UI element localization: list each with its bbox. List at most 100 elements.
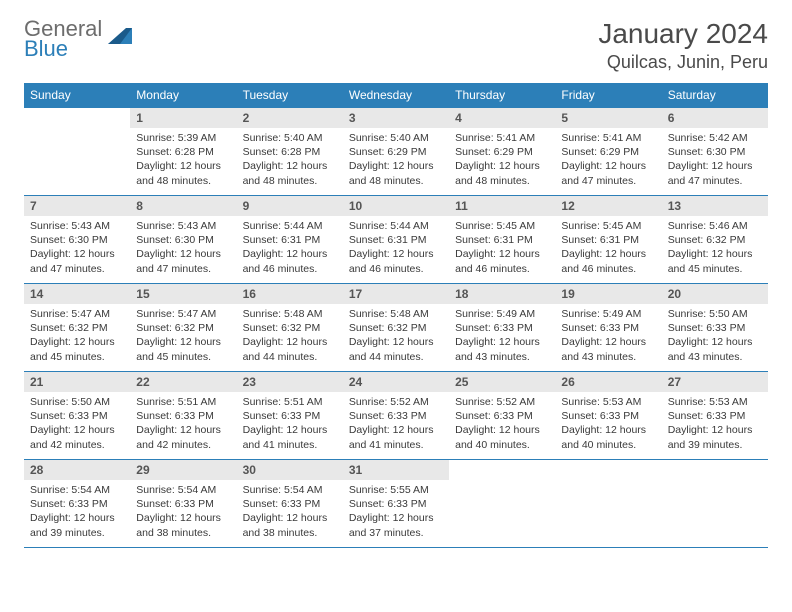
calendar-cell: 8Sunrise: 5:43 AMSunset: 6:30 PMDaylight… xyxy=(130,196,236,284)
daylight-line: Daylight: 12 hours and 41 minutes. xyxy=(349,423,443,451)
calendar-cell: 14Sunrise: 5:47 AMSunset: 6:32 PMDayligh… xyxy=(24,284,130,372)
day-header: Monday xyxy=(130,83,236,108)
day-details: Sunrise: 5:48 AMSunset: 6:32 PMDaylight:… xyxy=(237,304,343,368)
sunrise-line: Sunrise: 5:51 AM xyxy=(243,395,337,409)
day-number: 4 xyxy=(449,108,555,128)
daylight-line: Daylight: 12 hours and 44 minutes. xyxy=(243,335,337,363)
sunrise-line: Sunrise: 5:43 AM xyxy=(30,219,124,233)
day-details: Sunrise: 5:49 AMSunset: 6:33 PMDaylight:… xyxy=(449,304,555,368)
calendar-cell: 11Sunrise: 5:45 AMSunset: 6:31 PMDayligh… xyxy=(449,196,555,284)
sunset-line: Sunset: 6:33 PM xyxy=(455,409,549,423)
sunset-line: Sunset: 6:33 PM xyxy=(349,409,443,423)
sunset-line: Sunset: 6:30 PM xyxy=(30,233,124,247)
sunset-line: Sunset: 6:30 PM xyxy=(668,145,762,159)
day-details: Sunrise: 5:53 AMSunset: 6:33 PMDaylight:… xyxy=(662,392,768,456)
sunset-line: Sunset: 6:28 PM xyxy=(243,145,337,159)
sunrise-line: Sunrise: 5:50 AM xyxy=(30,395,124,409)
day-number: 29 xyxy=(130,460,236,480)
day-details: Sunrise: 5:50 AMSunset: 6:33 PMDaylight:… xyxy=(24,392,130,456)
sunrise-line: Sunrise: 5:53 AM xyxy=(668,395,762,409)
sunrise-line: Sunrise: 5:54 AM xyxy=(243,483,337,497)
day-details: Sunrise: 5:54 AMSunset: 6:33 PMDaylight:… xyxy=(24,480,130,544)
sunrise-line: Sunrise: 5:50 AM xyxy=(668,307,762,321)
daylight-line: Daylight: 12 hours and 48 minutes. xyxy=(349,159,443,187)
day-details: Sunrise: 5:41 AMSunset: 6:29 PMDaylight:… xyxy=(555,128,661,192)
sunset-line: Sunset: 6:33 PM xyxy=(668,321,762,335)
sunset-line: Sunset: 6:33 PM xyxy=(561,409,655,423)
daylight-line: Daylight: 12 hours and 47 minutes. xyxy=(136,247,230,275)
logo: General Blue xyxy=(24,18,136,60)
day-number: 7 xyxy=(24,196,130,216)
day-number: 13 xyxy=(662,196,768,216)
sunset-line: Sunset: 6:33 PM xyxy=(136,409,230,423)
daylight-line: Daylight: 12 hours and 43 minutes. xyxy=(561,335,655,363)
daylight-line: Daylight: 12 hours and 42 minutes. xyxy=(136,423,230,451)
location-subtitle: Quilcas, Junin, Peru xyxy=(598,52,768,73)
daylight-line: Daylight: 12 hours and 43 minutes. xyxy=(668,335,762,363)
day-number: 20 xyxy=(662,284,768,304)
daylight-line: Daylight: 12 hours and 43 minutes. xyxy=(455,335,549,363)
calendar-cell: 3Sunrise: 5:40 AMSunset: 6:29 PMDaylight… xyxy=(343,108,449,196)
day-number: 26 xyxy=(555,372,661,392)
day-number: 3 xyxy=(343,108,449,128)
sunset-line: Sunset: 6:33 PM xyxy=(561,321,655,335)
sunset-line: Sunset: 6:31 PM xyxy=(455,233,549,247)
calendar-cell: 17Sunrise: 5:48 AMSunset: 6:32 PMDayligh… xyxy=(343,284,449,372)
calendar-cell: 2Sunrise: 5:40 AMSunset: 6:28 PMDaylight… xyxy=(237,108,343,196)
daylight-line: Daylight: 12 hours and 46 minutes. xyxy=(349,247,443,275)
day-details: Sunrise: 5:40 AMSunset: 6:28 PMDaylight:… xyxy=(237,128,343,192)
calendar-cell: 19Sunrise: 5:49 AMSunset: 6:33 PMDayligh… xyxy=(555,284,661,372)
daylight-line: Daylight: 12 hours and 40 minutes. xyxy=(455,423,549,451)
day-number: 10 xyxy=(343,196,449,216)
day-header: Saturday xyxy=(662,83,768,108)
day-number: 1 xyxy=(130,108,236,128)
day-details: Sunrise: 5:50 AMSunset: 6:33 PMDaylight:… xyxy=(662,304,768,368)
daylight-line: Daylight: 12 hours and 37 minutes. xyxy=(349,511,443,539)
calendar-cell xyxy=(449,460,555,548)
calendar-body: 1Sunrise: 5:39 AMSunset: 6:28 PMDaylight… xyxy=(24,108,768,548)
calendar-cell: 15Sunrise: 5:47 AMSunset: 6:32 PMDayligh… xyxy=(130,284,236,372)
day-header: Thursday xyxy=(449,83,555,108)
calendar-week-row: 14Sunrise: 5:47 AMSunset: 6:32 PMDayligh… xyxy=(24,284,768,372)
day-number: 21 xyxy=(24,372,130,392)
sunset-line: Sunset: 6:31 PM xyxy=(349,233,443,247)
daylight-line: Daylight: 12 hours and 45 minutes. xyxy=(136,335,230,363)
sunrise-line: Sunrise: 5:45 AM xyxy=(561,219,655,233)
sunset-line: Sunset: 6:28 PM xyxy=(136,145,230,159)
daylight-line: Daylight: 12 hours and 46 minutes. xyxy=(243,247,337,275)
sunset-line: Sunset: 6:30 PM xyxy=(136,233,230,247)
day-details: Sunrise: 5:54 AMSunset: 6:33 PMDaylight:… xyxy=(130,480,236,544)
sunset-line: Sunset: 6:33 PM xyxy=(349,497,443,511)
daylight-line: Daylight: 12 hours and 48 minutes. xyxy=(136,159,230,187)
day-details: Sunrise: 5:44 AMSunset: 6:31 PMDaylight:… xyxy=(237,216,343,280)
sunrise-line: Sunrise: 5:43 AM xyxy=(136,219,230,233)
calendar-cell: 9Sunrise: 5:44 AMSunset: 6:31 PMDaylight… xyxy=(237,196,343,284)
sunrise-line: Sunrise: 5:47 AM xyxy=(30,307,124,321)
daylight-line: Daylight: 12 hours and 39 minutes. xyxy=(30,511,124,539)
daylight-line: Daylight: 12 hours and 42 minutes. xyxy=(30,423,124,451)
day-number: 15 xyxy=(130,284,236,304)
day-number: 25 xyxy=(449,372,555,392)
sunrise-line: Sunrise: 5:52 AM xyxy=(455,395,549,409)
calendar-week-row: 7Sunrise: 5:43 AMSunset: 6:30 PMDaylight… xyxy=(24,196,768,284)
day-number: 6 xyxy=(662,108,768,128)
calendar-cell: 13Sunrise: 5:46 AMSunset: 6:32 PMDayligh… xyxy=(662,196,768,284)
sunrise-line: Sunrise: 5:45 AM xyxy=(455,219,549,233)
day-details: Sunrise: 5:55 AMSunset: 6:33 PMDaylight:… xyxy=(343,480,449,544)
calendar-cell xyxy=(662,460,768,548)
calendar-cell: 6Sunrise: 5:42 AMSunset: 6:30 PMDaylight… xyxy=(662,108,768,196)
day-number: 11 xyxy=(449,196,555,216)
sunrise-line: Sunrise: 5:44 AM xyxy=(243,219,337,233)
sunrise-line: Sunrise: 5:48 AM xyxy=(243,307,337,321)
calendar-cell xyxy=(555,460,661,548)
calendar-week-row: 1Sunrise: 5:39 AMSunset: 6:28 PMDaylight… xyxy=(24,108,768,196)
day-header: Sunday xyxy=(24,83,130,108)
daylight-line: Daylight: 12 hours and 48 minutes. xyxy=(455,159,549,187)
calendar-cell: 26Sunrise: 5:53 AMSunset: 6:33 PMDayligh… xyxy=(555,372,661,460)
calendar-cell: 25 Sunrise: 5:52 AMSunset: 6:33 PMDayligh… xyxy=(449,372,555,460)
daylight-line: Daylight: 12 hours and 45 minutes. xyxy=(668,247,762,275)
sunrise-line: Sunrise: 5:49 AM xyxy=(561,307,655,321)
sunrise-line: Sunrise: 5:40 AM xyxy=(243,131,337,145)
daylight-line: Daylight: 12 hours and 39 minutes. xyxy=(668,423,762,451)
calendar-cell: 22Sunrise: 5:51 AMSunset: 6:33 PMDayligh… xyxy=(130,372,236,460)
